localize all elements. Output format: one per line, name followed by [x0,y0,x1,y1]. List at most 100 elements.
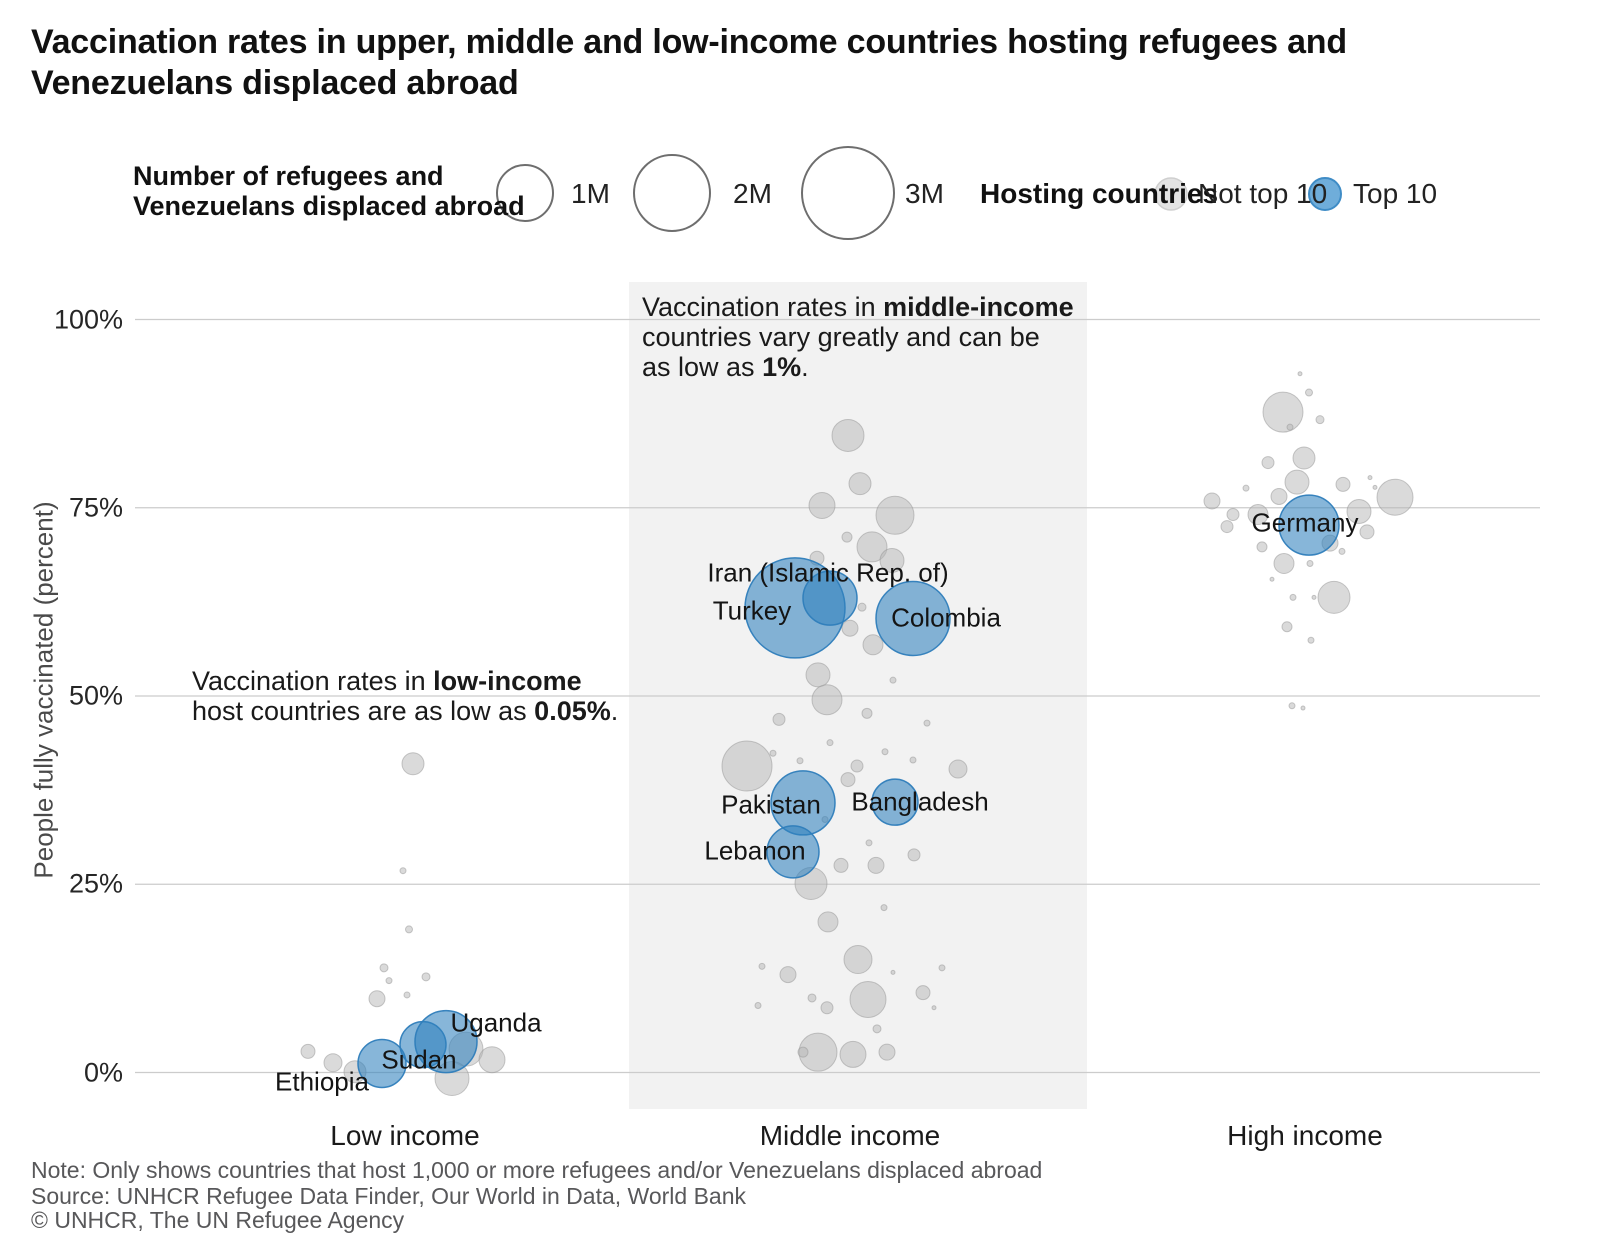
bubble-not-top10[interactable] [1315,415,1325,425]
bubble-not-top10[interactable] [878,1043,896,1061]
bubble-uganda[interactable] [414,1009,478,1074]
bubble-bangladesh[interactable] [871,778,919,826]
bubble-not-top10[interactable] [848,472,872,496]
bubble-not-top10[interactable] [399,867,407,875]
bubble-not-top10[interactable] [1262,391,1304,433]
bubble-not-top10[interactable] [850,759,864,773]
bubble-not-top10[interactable] [1311,594,1317,600]
bubble-not-top10[interactable] [1288,702,1296,710]
bubble-not-top10[interactable] [890,969,896,975]
bubble-not-top10[interactable] [808,491,836,519]
bubble-not-top10[interactable] [796,757,804,765]
bubble-not-top10[interactable] [907,848,921,862]
bubble-not-top10[interactable] [1261,456,1275,470]
bubble-not-top10[interactable] [300,1043,316,1059]
bubble-not-top10[interactable] [403,991,411,999]
bubble-not-top10[interactable] [1346,499,1372,525]
bubble-not-top10[interactable] [839,1040,867,1068]
bubble-not-top10[interactable] [1317,580,1351,614]
bubble-not-top10[interactable] [833,857,849,873]
bubble-not-top10[interactable] [1281,621,1293,633]
bubble-not-top10[interactable] [856,531,888,563]
bubble-not-top10[interactable] [849,980,887,1018]
bubble-not-top10[interactable] [1335,476,1351,492]
bubble-not-top10[interactable] [938,964,946,972]
bubble-not-top10[interactable] [405,925,413,934]
bubble-not-top10[interactable] [841,531,853,543]
bubble-not-top10[interactable] [1284,469,1310,495]
bubble-not-top10[interactable] [1220,520,1234,534]
bubble-not-top10[interactable] [1203,492,1221,510]
bubble-not-top10[interactable] [1273,552,1295,574]
bubble-not-top10[interactable] [807,993,817,1003]
bubble-not-top10[interactable] [805,662,831,688]
bubble-not-top10[interactable] [1242,484,1250,492]
bubble-not-top10[interactable] [817,911,839,933]
bubble-not-top10[interactable] [769,749,777,757]
y-tick-100: 100% [53,304,123,334]
bubble-not-top10[interactable] [1359,524,1375,540]
bubble-iran-islamic-rep-of[interactable] [802,570,858,626]
bubble-not-top10[interactable] [831,418,865,452]
bubble-not-top10[interactable] [1300,705,1306,711]
bubble-not-top10[interactable] [1286,423,1294,431]
bubble-pakistan[interactable] [770,770,836,836]
bubble-not-top10[interactable] [1289,593,1297,601]
bubble-not-top10[interactable] [797,1046,809,1058]
bubble-not-top10[interactable] [1247,504,1269,526]
bubble-not-top10[interactable] [857,602,867,612]
bubble-not-top10[interactable] [385,977,393,985]
bubble-not-top10[interactable] [1292,446,1316,470]
bubble-colombia[interactable] [875,580,951,657]
bubble-not-top10[interactable] [811,684,843,716]
bubble-not-top10[interactable] [421,972,431,982]
bubble-germany[interactable] [1278,494,1340,556]
bubble-not-top10[interactable] [1256,541,1268,553]
bubble-not-top10[interactable] [880,904,888,912]
bubble-not-top10[interactable] [1372,484,1378,490]
bubble-not-top10[interactable] [1307,636,1315,644]
bubble-not-top10[interactable] [879,547,905,573]
bubble-not-top10[interactable] [478,1046,506,1074]
bubble-not-top10[interactable] [948,759,968,779]
bubble-not-top10[interactable] [1297,371,1303,377]
bubble-not-top10[interactable] [889,676,897,684]
bubble-not-top10[interactable] [865,839,873,847]
y-tick-50: 50% [68,680,123,711]
bubble-not-top10[interactable] [758,962,766,970]
annotation-middle-line3-bold: 1% [762,352,802,382]
bubble-not-top10[interactable] [915,985,931,1001]
bubble-not-top10[interactable] [1376,478,1414,516]
bubble-not-top10[interactable] [923,719,931,727]
bubble-not-top10[interactable] [1338,547,1346,555]
bubble-not-top10[interactable] [840,772,856,788]
bubble-not-top10[interactable] [1367,475,1373,481]
bubble-lebanon[interactable] [766,825,820,879]
bubble-not-top10[interactable] [779,966,797,984]
bubble-not-top10[interactable] [931,1005,937,1011]
bubble-not-top10[interactable] [909,756,917,764]
bubble-not-top10[interactable] [379,963,389,973]
bubble-not-top10[interactable] [1305,388,1313,397]
bubble-not-top10[interactable] [721,740,773,792]
bubble-not-top10[interactable] [872,1024,882,1034]
bubble-not-top10[interactable] [772,712,786,726]
bubble-not-top10[interactable] [867,856,885,874]
bubble-not-top10[interactable] [862,634,884,656]
bubble-not-top10[interactable] [826,739,834,747]
bubble-not-top10[interactable] [323,1053,343,1073]
bubble-not-top10[interactable] [1306,559,1314,567]
bubble-not-top10[interactable] [368,990,386,1008]
bubble-not-top10[interactable] [881,748,889,756]
bubble-not-top10[interactable] [1269,576,1275,582]
bubble-ethiopia[interactable] [357,1038,407,1089]
bubble-not-top10[interactable] [1270,487,1288,505]
bubble-not-top10[interactable] [1226,508,1240,522]
bubble-not-top10[interactable] [754,1001,762,1009]
bubble-not-top10[interactable] [841,619,859,637]
bubble-not-top10[interactable] [820,1001,834,1015]
bubble-not-top10[interactable] [875,495,915,535]
bubble-not-top10[interactable] [843,945,873,975]
bubble-not-top10[interactable] [401,752,425,776]
bubble-not-top10[interactable] [861,707,873,719]
